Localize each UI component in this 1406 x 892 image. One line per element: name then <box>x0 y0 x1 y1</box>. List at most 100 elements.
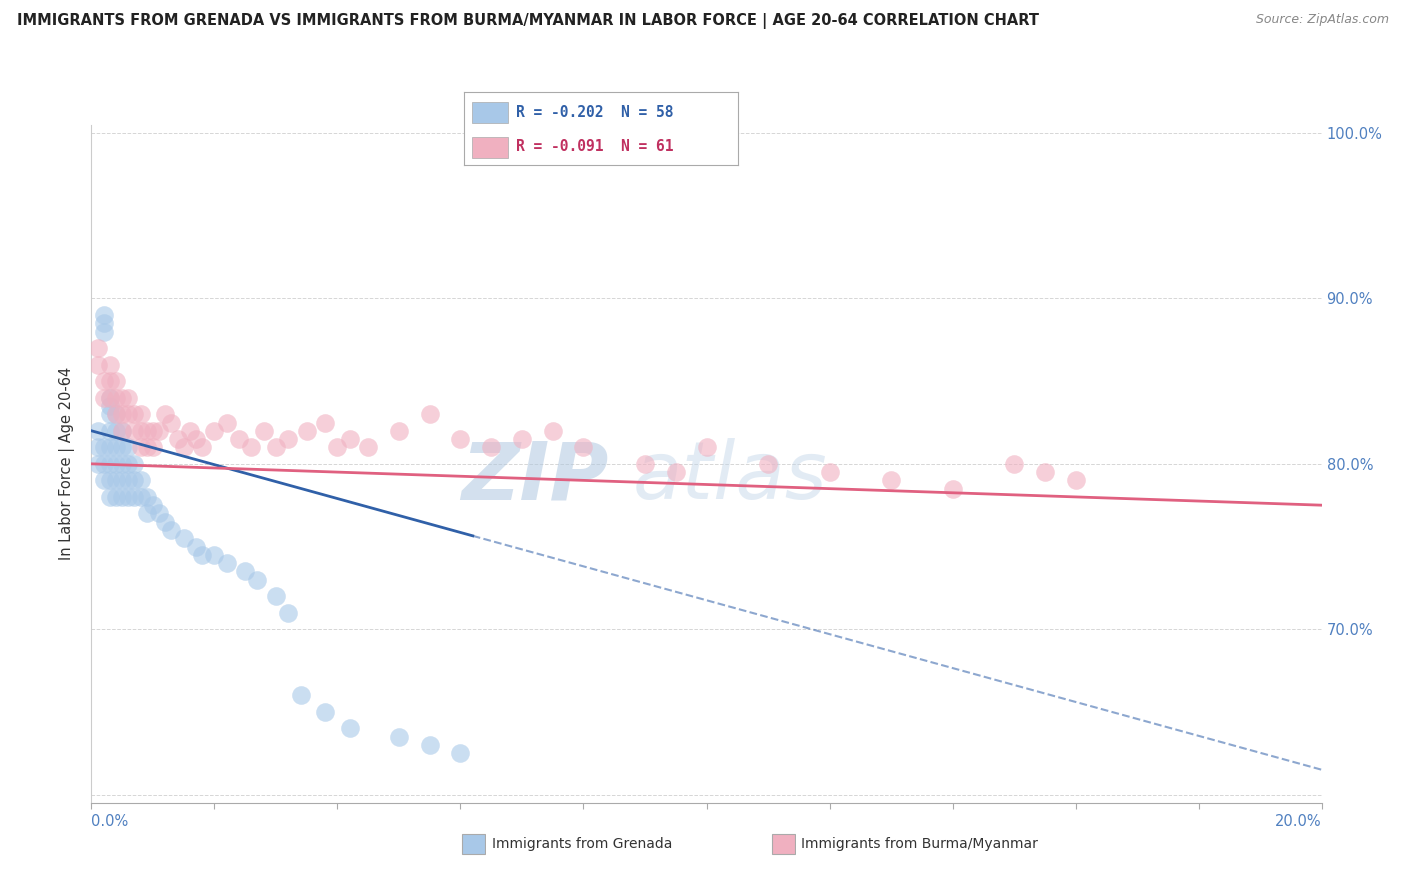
Point <box>295 424 318 438</box>
Point <box>339 722 361 736</box>
Point <box>93 391 115 405</box>
Point <box>696 440 718 454</box>
Point <box>86 424 108 438</box>
Point <box>215 416 238 430</box>
Point <box>111 407 134 421</box>
Point <box>105 424 127 438</box>
Point <box>111 474 134 488</box>
Y-axis label: In Labor Force | Age 20-64: In Labor Force | Age 20-64 <box>59 368 76 560</box>
Point <box>105 440 127 454</box>
Point <box>117 391 139 405</box>
Point <box>111 424 134 438</box>
Point <box>86 457 108 471</box>
Point <box>419 738 441 752</box>
Point <box>117 457 139 471</box>
Point <box>246 573 269 587</box>
Point <box>98 490 121 504</box>
Point <box>98 407 121 421</box>
Point <box>173 440 195 454</box>
Point <box>541 424 564 438</box>
Point <box>184 432 207 446</box>
Point <box>111 391 134 405</box>
Point <box>93 308 115 322</box>
Point <box>818 465 841 479</box>
Point <box>449 746 471 760</box>
Point <box>510 432 533 446</box>
Point <box>135 490 157 504</box>
Point <box>572 440 595 454</box>
Point <box>202 424 225 438</box>
Text: Immigrants from Grenada: Immigrants from Grenada <box>492 837 672 851</box>
Point <box>117 474 139 488</box>
Point <box>129 440 152 454</box>
Point <box>277 606 299 620</box>
Point <box>105 391 127 405</box>
Point <box>135 440 157 454</box>
Point <box>86 341 108 355</box>
Point <box>419 407 441 421</box>
Point <box>111 457 134 471</box>
Point <box>117 490 139 504</box>
Point <box>665 465 688 479</box>
Point <box>148 424 170 438</box>
Text: R = -0.202  N = 58: R = -0.202 N = 58 <box>516 105 673 120</box>
Point <box>215 556 238 570</box>
Point <box>98 358 121 372</box>
Point <box>388 730 411 744</box>
Point <box>93 316 115 330</box>
Point <box>105 474 127 488</box>
Point <box>86 440 108 454</box>
Point <box>153 407 177 421</box>
Point <box>98 374 121 388</box>
Point <box>129 407 152 421</box>
Point <box>166 432 188 446</box>
Point <box>153 515 177 529</box>
Point <box>1002 457 1025 471</box>
Point <box>124 424 146 438</box>
Point <box>479 440 502 454</box>
Point <box>277 432 299 446</box>
Point <box>449 432 471 446</box>
Point <box>105 407 127 421</box>
Point <box>111 424 134 438</box>
Point <box>142 440 165 454</box>
Point <box>105 490 127 504</box>
Point <box>129 474 152 488</box>
Bar <box>463 834 485 854</box>
Point <box>129 424 152 438</box>
Point <box>756 457 779 471</box>
Point <box>124 474 146 488</box>
Point <box>93 440 115 454</box>
Point <box>228 432 250 446</box>
Point <box>264 589 287 603</box>
Point <box>942 482 965 496</box>
Point <box>105 374 127 388</box>
Text: atlas: atlas <box>633 438 828 516</box>
Point <box>86 358 108 372</box>
Point <box>105 457 127 471</box>
Point <box>124 407 146 421</box>
Point <box>179 424 201 438</box>
Point <box>173 531 195 545</box>
Point <box>160 523 183 537</box>
Point <box>111 490 134 504</box>
Text: Immigrants from Burma/Myanmar: Immigrants from Burma/Myanmar <box>801 837 1038 851</box>
Point <box>314 705 336 719</box>
Bar <box>772 834 794 854</box>
Point <box>98 457 121 471</box>
Point <box>93 457 115 471</box>
Text: Source: ZipAtlas.com: Source: ZipAtlas.com <box>1256 13 1389 27</box>
Point <box>264 440 287 454</box>
Point <box>135 424 157 438</box>
Point <box>202 548 225 562</box>
Point <box>98 474 121 488</box>
Point <box>880 474 903 488</box>
Point <box>117 407 139 421</box>
Point <box>339 432 361 446</box>
Point <box>142 498 165 512</box>
Text: IMMIGRANTS FROM GRENADA VS IMMIGRANTS FROM BURMA/MYANMAR IN LABOR FORCE | AGE 20: IMMIGRANTS FROM GRENADA VS IMMIGRANTS FR… <box>17 13 1039 29</box>
Point <box>98 440 121 454</box>
Point <box>314 416 336 430</box>
Point <box>98 391 121 405</box>
Bar <box>472 102 508 122</box>
